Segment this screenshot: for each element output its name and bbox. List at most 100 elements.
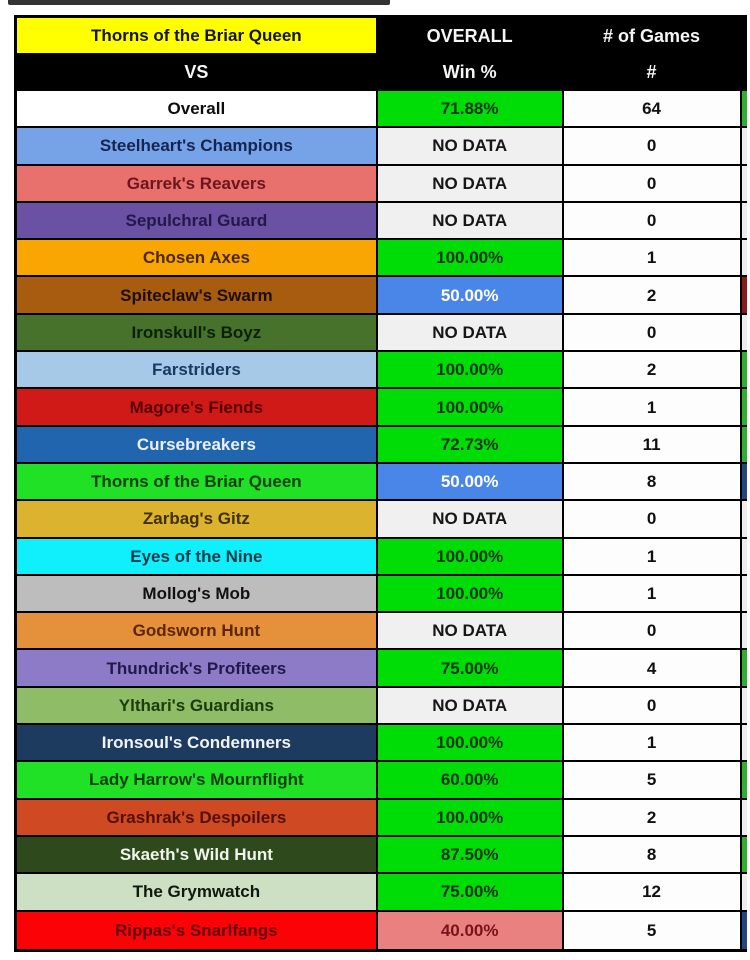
next-column-sliver [741,538,747,576]
next-column-sliver [741,575,747,614]
win-percent-cell: NO DATA [377,165,564,203]
table-row: Rippas's Snarlfangs 40.00% 5 [17,911,747,949]
warband-name-cell: Ironskull's Boyz [17,314,378,353]
games-count-cell: 0 [563,165,742,203]
games-count-cell: 0 [563,687,742,726]
winrate-table: Thorns of the Briar Queen OVERALL # of G… [14,15,747,952]
table-row: Spiteclaw's Swarm 50.00% 2 [17,277,747,315]
warband-name-cell: Eyes of the Nine [17,538,378,576]
games-count-cell: 4 [563,650,742,688]
games-count-cell: 2 [563,352,742,390]
games-count-cell: 0 [563,314,742,353]
table-row: Garrek's Reavers NO DATA 0 [17,165,747,203]
cropped-top-edge [8,0,390,5]
win-percent-cell: 87.50% [377,836,564,875]
next-column-sliver [741,128,747,166]
win-percent-cell: NO DATA [377,314,564,353]
win-percent-cell: 100.00% [377,538,564,576]
win-percent-cell: NO DATA [377,202,564,241]
games-count-cell: 5 [563,762,742,800]
win-percent-cell: NO DATA [377,128,564,166]
warband-name-cell: Chosen Axes [17,240,378,278]
games-count-cell: 0 [563,501,742,539]
table-row: The Grymwatch 75.00% 12 [17,874,747,912]
table-row: Farstriders 100.00% 2 [17,352,747,390]
table-row: Skaeth's Wild Hunt 87.50% 8 [17,836,747,875]
warband-name-cell: Thundrick's Profiteers [17,650,378,688]
table-row: Cursebreakers 72.73% 11 [17,426,747,464]
next-column-sliver [741,240,747,278]
win-percent-cell: NO DATA [377,687,564,726]
win-percent-cell: 71.88% [377,91,564,129]
warband-name-cell: Ironsoul's Condemners [17,725,378,763]
win-percent-cell: 50.00% [377,463,564,502]
games-count-cell: 1 [563,575,742,614]
warband-name-cell: Mollog's Mob [17,575,378,614]
table-row: Eyes of the Nine 100.00% 1 [17,538,747,576]
warband-name-cell: Garrek's Reavers [17,165,378,203]
next-column-sliver [741,314,747,353]
next-column-sliver [741,463,747,502]
vs-header: VS [17,55,378,91]
win-percent-cell: 100.00% [377,352,564,390]
next-column-sliver [741,911,747,949]
games-count-cell: 1 [563,240,742,278]
next-column-sliver [741,352,747,390]
table-row: Ylthari's Guardians NO DATA 0 [17,687,747,726]
table-row: Mollog's Mob 100.00% 1 [17,575,747,614]
win-percent-cell: 50.00% [377,277,564,315]
warband-name-cell: Rippas's Snarlfangs [17,911,378,949]
next-column-sliver [741,165,747,203]
warband-name-cell: Thorns of the Briar Queen [17,463,378,502]
games-column-header: # of Games [563,18,742,55]
team-name-header: Thorns of the Briar Queen [17,18,378,55]
games-count-cell: 2 [563,277,742,315]
next-column-sliver [741,799,747,837]
table-row: Grashrak's Despoilers 100.00% 2 [17,799,747,837]
next-column-sliver [741,389,747,427]
win-percent-cell: NO DATA [377,501,564,539]
next-column-sliver [741,202,747,241]
games-count-cell: 1 [563,389,742,427]
next-column-sliver [741,18,747,55]
warband-name-cell: Ylthari's Guardians [17,687,378,726]
warband-name-cell: Skaeth's Wild Hunt [17,836,378,875]
games-count-cell: 8 [563,463,742,502]
win-percent-cell: NO DATA [377,613,564,651]
win-percent-cell: 60.00% [377,762,564,800]
next-column-sliver [741,613,747,651]
win-percent-cell: 100.00% [377,575,564,614]
win-percent-cell: 72.73% [377,426,564,464]
table-row: Steelheart's Champions NO DATA 0 [17,128,747,166]
warband-name-cell: Cursebreakers [17,426,378,464]
warband-name-cell: The Grymwatch [17,874,378,912]
win-percent-cell: 100.00% [377,799,564,837]
next-column-sliver [741,874,747,912]
next-column-sliver [741,650,747,688]
games-count-cell: 0 [563,202,742,241]
win-percent-cell: 75.00% [377,650,564,688]
table-row: Ironskull's Boyz NO DATA 0 [17,314,747,353]
warband-name-cell: Overall [17,91,378,129]
header-row-2: VS Win % # [17,55,747,91]
warband-name-cell: Grashrak's Despoilers [17,799,378,837]
games-count-cell: 5 [563,911,742,949]
games-count-cell: 8 [563,836,742,875]
win-percent-cell: 100.00% [377,240,564,278]
next-column-sliver [741,687,747,726]
games-count-header: # [563,55,742,91]
table-row: Sepulchral Guard NO DATA 0 [17,202,747,241]
games-count-cell: 2 [563,799,742,837]
next-column-sliver [741,762,747,800]
games-count-cell: 11 [563,426,742,464]
warband-name-cell: Spiteclaw's Swarm [17,277,378,315]
win-percent-header: Win % [377,55,564,91]
win-percent-cell: 100.00% [377,389,564,427]
header-row-1: Thorns of the Briar Queen OVERALL # of G… [17,18,747,55]
table-row: Zarbag's Gitz NO DATA 0 [17,501,747,539]
warband-name-cell: Farstriders [17,352,378,390]
next-column-sliver [741,501,747,539]
win-percent-cell: 40.00% [377,911,564,949]
table-row: Ironsoul's Condemners 100.00% 1 [17,725,747,763]
next-column-sliver [741,426,747,464]
